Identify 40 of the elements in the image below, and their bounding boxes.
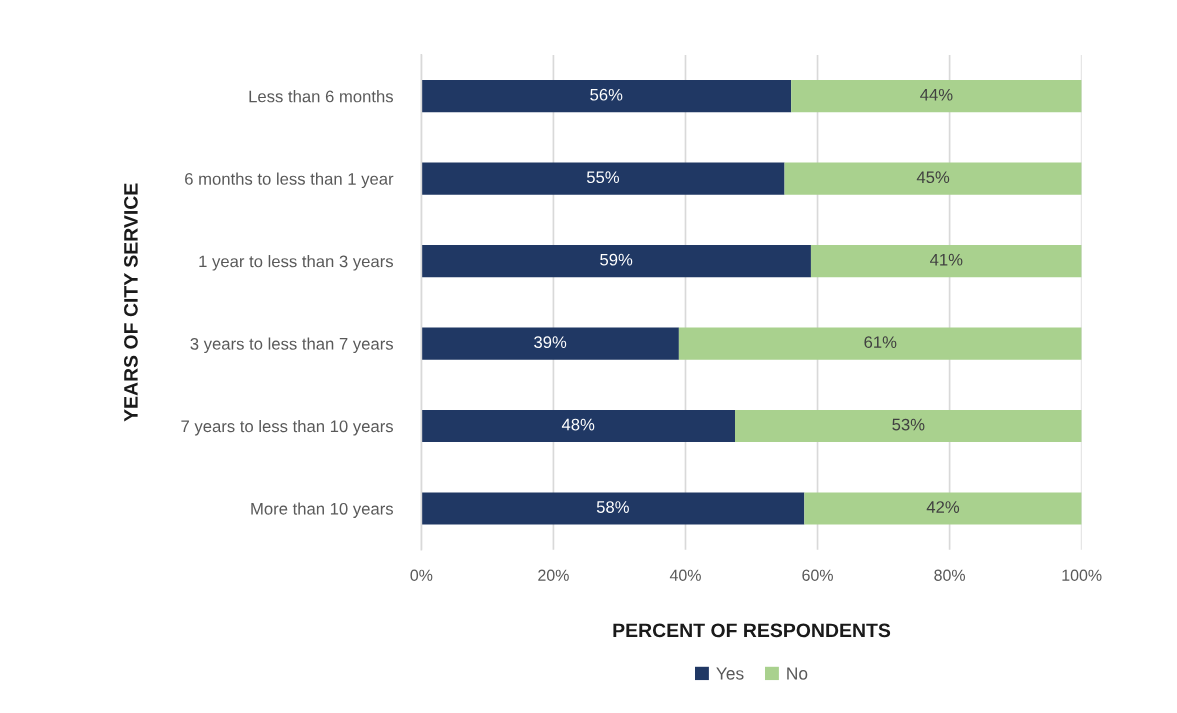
y-tick-label: 3 years to less than 7 years (190, 337, 393, 354)
bar (421, 162, 785, 195)
x-tick-label: 40% (669, 569, 701, 581)
bar (421, 327, 679, 360)
x-tick-label: 60% (802, 569, 833, 581)
x-tick-label: 20% (538, 569, 569, 581)
data-label: 53% (892, 418, 925, 431)
legend-label: Yes (716, 667, 744, 680)
data-label: 44% (920, 88, 953, 101)
data-label: 39% (534, 336, 567, 349)
y-tick-label: More than 10 years (251, 502, 393, 518)
data-label: 59% (600, 253, 633, 266)
bar (735, 409, 1082, 443)
y-axis-title: YEARS OF CITY SERVICE (124, 183, 138, 422)
bar (421, 409, 736, 443)
data-label: 48% (561, 418, 595, 431)
bar (810, 245, 1082, 278)
x-tick-label: 80% (934, 569, 966, 581)
data-label: 58% (596, 501, 629, 513)
x-tick-label: 0% (410, 569, 433, 581)
bar (804, 492, 1082, 525)
bar (784, 162, 1082, 195)
data-label: 42% (926, 501, 960, 513)
data-label: 41% (930, 253, 963, 266)
y-tick-label: Less than 6 months (249, 90, 393, 103)
data-label: 45% (916, 171, 950, 184)
legend-label: No (787, 667, 808, 680)
x-axis-title: PERCENT OF RESPONDENTS (613, 623, 891, 638)
data-label: 55% (586, 171, 620, 184)
bar (791, 80, 1082, 113)
data-label: 56% (590, 88, 623, 101)
y-tick-label: 1 year to less than 3 years (199, 255, 393, 271)
bar (421, 245, 811, 278)
bar (421, 80, 792, 113)
bar (421, 492, 805, 525)
data-label: 61% (864, 336, 897, 349)
y-tick-label: 7 years to less than 10 years (181, 419, 393, 436)
y-tick-label: 6 months to less than 1 year (185, 172, 394, 189)
x-tick-label: 100% (1062, 569, 1102, 581)
bar (678, 327, 1082, 360)
